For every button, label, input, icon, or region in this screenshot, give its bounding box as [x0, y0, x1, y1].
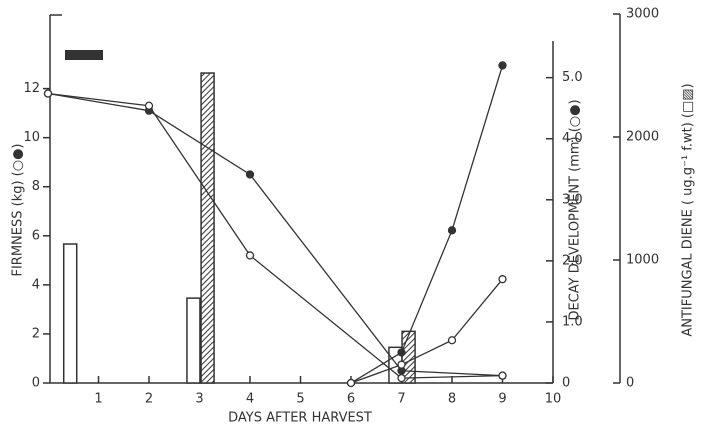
point — [498, 275, 507, 284]
line — [350, 278, 504, 384]
y-tick-label: 4 — [32, 277, 40, 292]
bar — [62, 243, 78, 384]
point — [144, 101, 154, 110]
y2-axis-title: DECAY DEVELOPMENT (mm) (○●) — [568, 99, 583, 320]
y-tick-label: 0 — [32, 376, 40, 391]
point — [245, 251, 255, 260]
y-tick-label: 2000 — [626, 130, 659, 145]
x-tick-label: 10 — [545, 392, 562, 407]
point — [397, 373, 406, 383]
y-tick-label: 2 — [32, 326, 40, 341]
x-axis-title: DAYS AFTER HARVEST — [228, 411, 372, 426]
y-tick-label: 12 — [23, 81, 40, 96]
line — [47, 92, 503, 377]
y-tick-label: 5.0 — [562, 70, 583, 85]
point — [397, 348, 406, 357]
bar — [186, 297, 201, 384]
y3-axis-title: ANTIFUNGAL DIENE ( ug.g⁻¹ f.wt) (□▨) — [681, 83, 696, 336]
point — [447, 336, 457, 345]
y-axis-title: FIRMNESS (kg) (○●) — [11, 143, 26, 276]
y-tick-label: 3000 — [626, 7, 659, 22]
bar — [200, 72, 215, 384]
x-tick-label: 9 — [498, 392, 506, 407]
y-tick-label: 8 — [32, 179, 40, 194]
y-tick-label: 0 — [626, 376, 634, 391]
y-tick-label: 10 — [23, 130, 40, 145]
x-tick-label: 5 — [296, 392, 304, 407]
x-tick-label: 8 — [448, 392, 456, 407]
point — [498, 371, 507, 380]
x-tick-label: 1 — [94, 392, 102, 407]
period-bar — [65, 50, 103, 60]
point — [498, 61, 507, 70]
y-tick-label: 4.0 — [562, 131, 583, 146]
y-tick-label: 1000 — [626, 253, 659, 268]
y-tick-label: 0 — [562, 376, 570, 391]
point — [447, 226, 457, 235]
x-tick-label: 2 — [145, 392, 153, 407]
point — [245, 170, 255, 179]
y-tick-label: 1.0 — [562, 314, 583, 329]
point — [346, 378, 356, 388]
y-tick-label: 2.0 — [562, 253, 583, 268]
line — [350, 65, 504, 384]
x-tick-label: 6 — [347, 392, 355, 407]
x-tick-label: 3 — [195, 392, 203, 407]
x-tick-label: 4 — [246, 392, 254, 407]
line — [47, 92, 503, 379]
x-tick-label: 7 — [397, 392, 405, 407]
y-tick-label: 6 — [32, 228, 40, 243]
point — [43, 89, 53, 98]
y-tick-label: 3.0 — [562, 192, 583, 207]
point — [397, 360, 406, 369]
